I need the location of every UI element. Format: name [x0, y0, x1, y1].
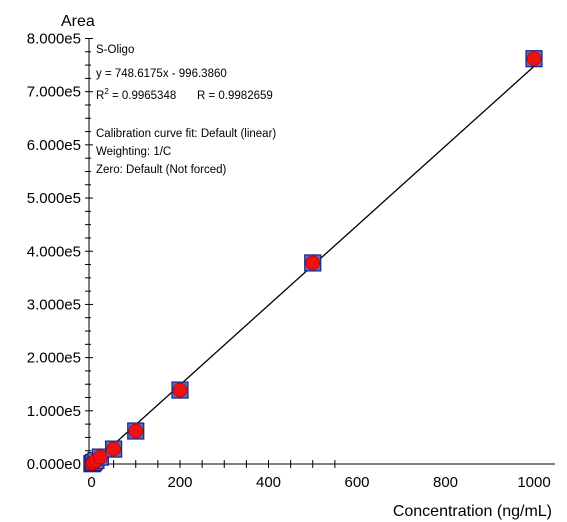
data-point: [526, 51, 542, 67]
r-value: R = 0.9982659: [197, 90, 273, 102]
x-tick-label: 800: [433, 474, 458, 491]
data-point: [172, 382, 188, 398]
y-tick-label: 6.000e5: [27, 137, 81, 154]
y-tick-label: 5.000e5: [27, 190, 81, 207]
zero-description: Zero: Default (Not forced): [96, 164, 227, 176]
annotation-block: S-Oligo y = 748.6175x - 996.3860 R2 = 0.…: [96, 44, 276, 176]
x-tick-label: 400: [256, 474, 281, 491]
data-points: [83, 50, 543, 473]
y-tick-label: 8.000e5: [27, 31, 81, 48]
y-tick-label: 1.000e5: [27, 403, 81, 420]
data-point: [106, 441, 121, 457]
x-tick-label: 600: [344, 474, 369, 491]
x-tick-label: 200: [167, 474, 192, 491]
compound-name: S-Oligo: [96, 44, 134, 56]
fit-description: Calibration curve fit: Default (linear): [96, 128, 276, 140]
r-squared-superscript: 2: [104, 87, 109, 96]
weighting-description: Weighting: 1/C: [96, 146, 171, 158]
r-squared: R2 = 0.9965348: [96, 87, 176, 102]
r-squared-value: = 0.9965348: [109, 90, 176, 102]
axes: 0.000e0 1.000e5 2.000e5 3.000e5 4.000e5 5.000…: [27, 31, 555, 491]
data-point: [305, 255, 321, 271]
data-point: [128, 423, 144, 439]
y-tick-label: 7.000e5: [27, 84, 81, 101]
y-tick-label: 0.000e0: [27, 456, 81, 473]
x-tick-label: 1000: [517, 474, 550, 491]
y-tick-label: 4.000e5: [27, 243, 81, 260]
y-axis-title: Area: [61, 13, 95, 30]
regression-equation: y = 748.6175x - 996.3860: [96, 68, 227, 80]
y-tick-label: 3.000e5: [27, 296, 81, 313]
r-squared-prefix: R: [96, 90, 104, 102]
x-tick-label: 0: [87, 474, 95, 491]
data-point: [93, 449, 108, 465]
x-axis-title: Concentration (ng/mL): [393, 503, 552, 520]
y-tick-label: 2.000e5: [27, 350, 81, 367]
